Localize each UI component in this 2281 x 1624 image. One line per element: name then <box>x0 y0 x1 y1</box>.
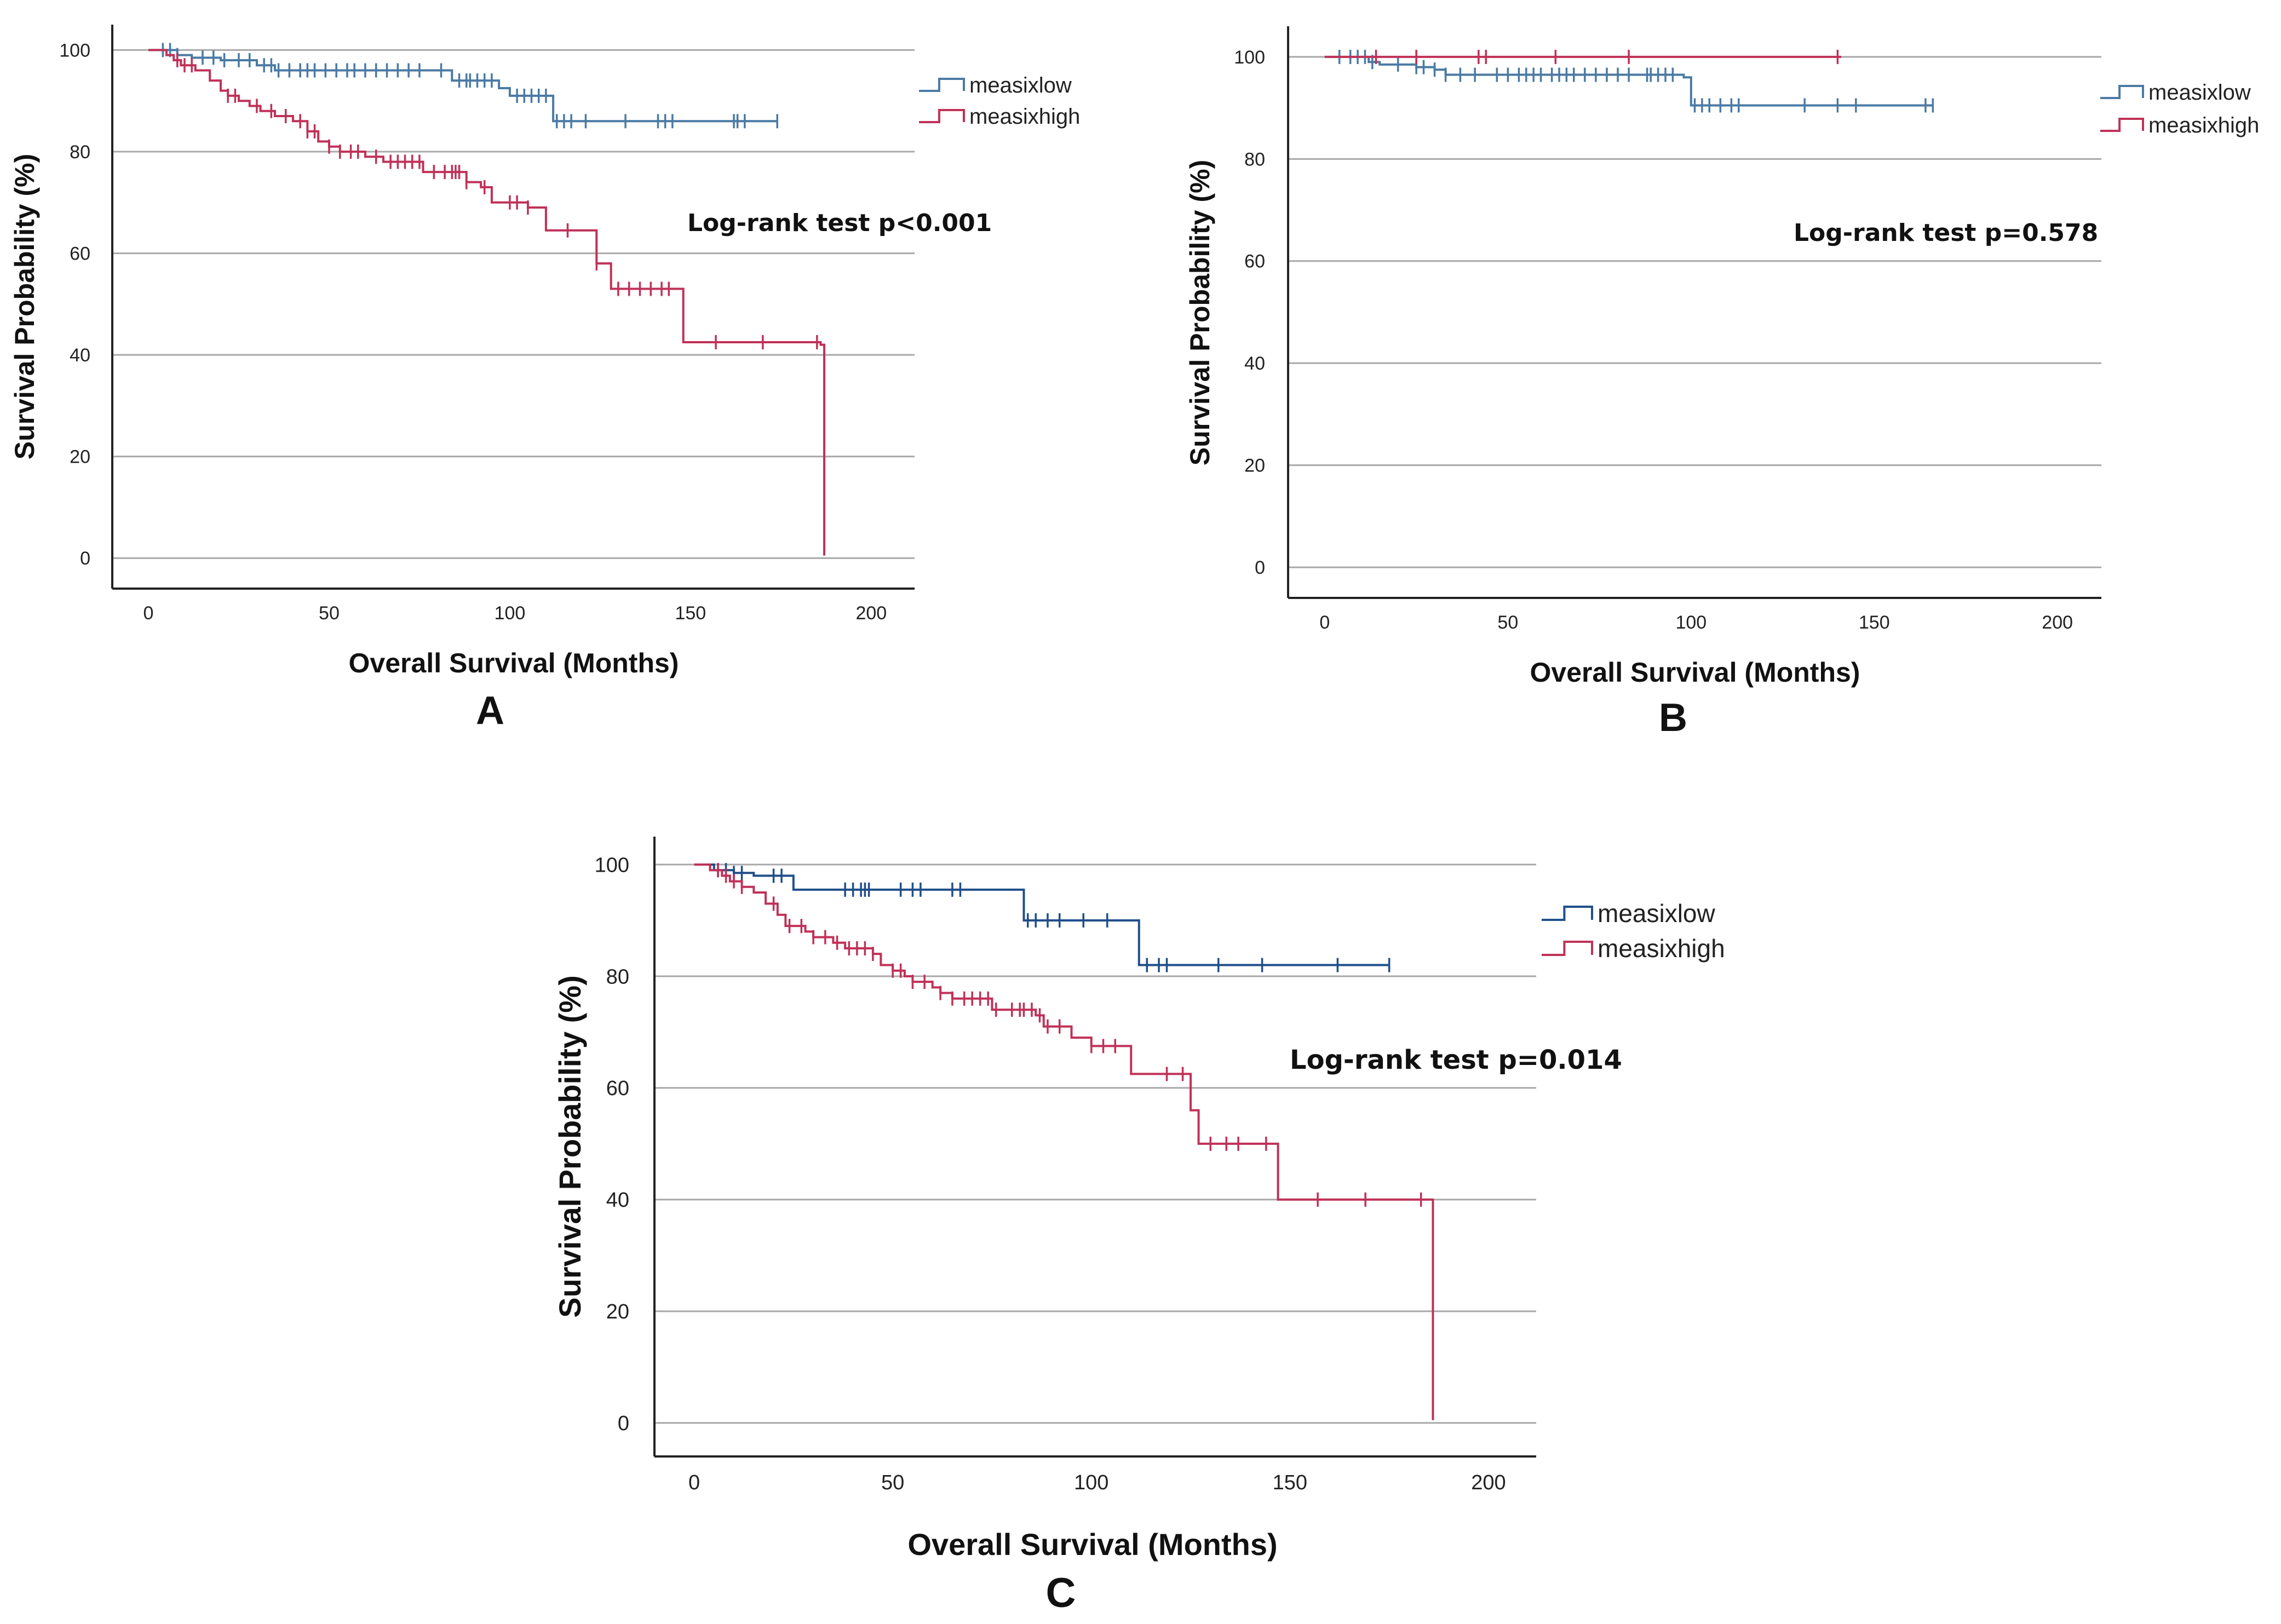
legend-swatch-measixlow <box>919 78 965 92</box>
y-tick-label: 60 <box>606 1077 629 1100</box>
y-axis-label: Survival Probability (%) <box>1185 160 1215 465</box>
x-tick-label: 100 <box>495 603 526 624</box>
x-tick-label: 50 <box>1497 612 1518 633</box>
y-tick-label: 60 <box>1244 251 1265 272</box>
y-axis-label: Survival Probability (%) <box>553 975 587 1318</box>
legend-swatch-measixhigh <box>1542 941 1593 956</box>
y-tick-label: 20 <box>70 447 90 468</box>
legend: measixlow measixhigh <box>1542 899 1725 963</box>
x-axis-label: Overall Survival (Months) <box>349 648 679 678</box>
legend-swatch-measixlow <box>1542 906 1593 921</box>
x-axis-ticks: 0 50 100 150 200 <box>1319 612 2073 633</box>
x-tick-label: 150 <box>1859 612 1890 633</box>
x-tick-label: 200 <box>1471 1471 1506 1494</box>
legend-swatch-measixlow <box>2100 85 2144 99</box>
series-measixhigh <box>148 49 826 556</box>
chart-panel-b: 0 20 40 60 80 100 0 50 100 150 200 Survival Proba… <box>1185 26 2259 740</box>
survival-curves <box>694 863 1434 1420</box>
panel-label: A <box>476 689 504 733</box>
series-measixhigh <box>694 863 1434 1420</box>
legend-label: measixlow <box>1598 899 1716 928</box>
survival-curves <box>148 43 826 556</box>
series-measixlow <box>694 863 1391 972</box>
legend-label: measixhigh <box>969 105 1080 129</box>
panel-label: C <box>1046 1570 1076 1616</box>
x-tick-label: 100 <box>1074 1471 1108 1494</box>
x-tick-label: 200 <box>855 603 887 624</box>
x-tick-label: 0 <box>143 603 154 624</box>
y-tick-label: 0 <box>1255 557 1265 578</box>
legend-label: measixlow <box>969 73 1072 97</box>
y-tick-label: 40 <box>606 1189 629 1212</box>
x-tick-label: 50 <box>319 603 340 624</box>
y-tick-label: 20 <box>1244 456 1265 476</box>
log-rank-annotation: Log-rank test p=0.578 <box>1794 219 2098 247</box>
y-axis-ticks: 0 20 40 60 80 100 <box>1234 47 1265 578</box>
y-axis-label: Survival Probability (%) <box>9 154 40 459</box>
km-curve-measixhigh <box>694 863 1434 1420</box>
y-tick-label: 80 <box>70 142 90 163</box>
y-tick-label: 100 <box>595 854 629 877</box>
gridlines <box>112 49 915 559</box>
x-tick-label: 100 <box>1675 612 1707 633</box>
x-axis-label: Overall Survival (Months) <box>907 1527 1277 1562</box>
series-measixlow <box>148 43 778 129</box>
y-tick-label: 0 <box>80 548 90 569</box>
legend: measixlow measixhigh <box>2100 80 2259 137</box>
panel-label: B <box>1659 696 1687 740</box>
series-measixhigh <box>1324 49 1842 64</box>
km-curve-measixlow <box>694 863 1389 966</box>
y-axis-ticks: 0 20 40 60 80 100 <box>59 40 90 569</box>
km-curve-measixhigh <box>148 49 826 556</box>
legend: measixlow measixhigh <box>919 73 1080 129</box>
y-tick-label: 0 <box>618 1412 629 1435</box>
x-tick-label: 150 <box>1273 1471 1307 1494</box>
y-tick-label: 80 <box>606 965 629 988</box>
gridlines <box>654 863 1536 1424</box>
y-tick-label: 60 <box>70 243 90 264</box>
survival-curves <box>1324 49 1934 113</box>
legend-label: measixlow <box>2148 80 2251 105</box>
y-tick-label: 80 <box>1244 149 1265 170</box>
x-tick-label: 0 <box>688 1471 700 1494</box>
x-tick-label: 50 <box>881 1471 904 1494</box>
y-tick-label: 100 <box>59 40 90 61</box>
y-tick-label: 40 <box>70 345 90 366</box>
y-axis-ticks: 0 20 40 60 80 100 <box>595 854 629 1435</box>
y-tick-label: 40 <box>1244 353 1265 374</box>
x-axis-ticks: 0 50 100 150 200 <box>143 603 887 624</box>
x-axis-label: Overall Survival (Months) <box>1530 657 1860 688</box>
log-rank-annotation: Log-rank test p=0.014 <box>1290 1045 1622 1075</box>
km-curve-measixlow <box>148 49 778 123</box>
legend-label: measixhigh <box>1598 934 1725 963</box>
x-tick-label: 200 <box>2042 612 2073 633</box>
x-axis-ticks: 0 50 100 150 200 <box>688 1471 1506 1494</box>
y-tick-label: 100 <box>1234 47 1265 68</box>
log-rank-annotation: Log-rank test p<0.001 <box>687 209 992 237</box>
x-tick-label: 0 <box>1319 612 1330 633</box>
y-tick-label: 20 <box>606 1300 629 1323</box>
legend-label: measixhigh <box>2148 113 2259 137</box>
series-measixlow <box>1324 49 1934 113</box>
x-tick-label: 150 <box>675 603 706 624</box>
gridlines <box>1288 56 2101 568</box>
chart-panel-c: 0 20 40 60 80 100 0 50 100 150 200 Survival Proba… <box>553 837 1725 1616</box>
legend-swatch-measixhigh <box>919 109 965 123</box>
chart-panel-a: 0 20 40 60 80 100 0 50 100 150 200 Survival Proba… <box>9 25 1080 733</box>
legend-swatch-measixhigh <box>2100 118 2144 132</box>
